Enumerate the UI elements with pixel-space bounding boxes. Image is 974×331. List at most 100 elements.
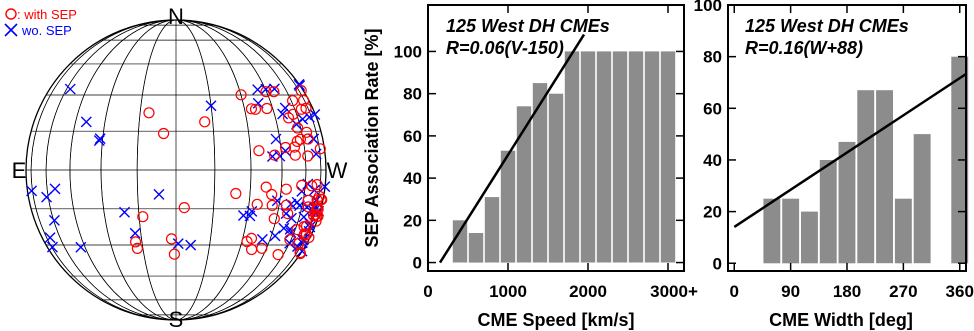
width-ytick-label: 0 bbox=[713, 254, 722, 273]
legend-cross-icon bbox=[4, 23, 18, 37]
width-bar bbox=[801, 211, 818, 264]
width-subtitle: R=0.16(W+88) bbox=[745, 38, 863, 58]
speed-ytick-label: 40 bbox=[403, 169, 422, 188]
without-sep-point bbox=[172, 238, 184, 250]
width-xtick-label: 90 bbox=[781, 282, 800, 301]
with-sep-point bbox=[280, 199, 292, 211]
without-sep-point bbox=[48, 214, 60, 226]
north-label: N bbox=[168, 4, 184, 29]
with-sep-point bbox=[256, 242, 268, 254]
globe-grid bbox=[25, 19, 327, 321]
without-sep-point bbox=[185, 239, 197, 251]
speed-bar bbox=[612, 51, 628, 263]
speed-plot-frame bbox=[427, 4, 685, 272]
speed-bar bbox=[580, 51, 596, 263]
without-sep-point bbox=[309, 108, 321, 120]
with-sep-point bbox=[230, 187, 242, 200]
without-sep-point bbox=[297, 113, 309, 125]
speed-bar bbox=[564, 51, 580, 263]
with-sep-point bbox=[272, 249, 284, 261]
with-sep-point bbox=[266, 188, 278, 201]
with-sep-point bbox=[294, 133, 306, 145]
with-sep-point bbox=[287, 95, 299, 107]
speed-xlabel: CME Speed [km/s] bbox=[477, 310, 634, 330]
without-sep-point bbox=[277, 108, 289, 120]
width-bar bbox=[819, 160, 837, 264]
without-sep-point bbox=[280, 208, 292, 220]
speed-bar bbox=[660, 51, 676, 263]
without-sep-point bbox=[271, 195, 283, 207]
without-sep-point bbox=[269, 230, 281, 242]
width-ytick-label: 80 bbox=[703, 48, 722, 67]
width-xlabel: CME Width [deg] bbox=[769, 310, 913, 330]
with-sep-point bbox=[131, 242, 143, 254]
west-label: W bbox=[327, 158, 348, 183]
with-sep-point bbox=[268, 86, 280, 98]
with-sep-point bbox=[178, 202, 190, 214]
speed-bar bbox=[484, 197, 500, 263]
without-sep-point bbox=[246, 205, 258, 217]
with-sep-point bbox=[165, 233, 178, 245]
longitude-line bbox=[30, 19, 322, 321]
with-sep-point bbox=[310, 215, 322, 227]
with-sep-point bbox=[301, 126, 313, 138]
without-sep-point bbox=[80, 116, 92, 128]
with-sep-point bbox=[288, 141, 301, 153]
without-sep-point bbox=[296, 185, 308, 197]
width-chart: 0 20 40 60 80 100 0 90 180 270 360 CME Width [deg] 1… bbox=[694, 0, 974, 330]
with-sep-point bbox=[280, 183, 292, 195]
with-sep-point bbox=[241, 235, 253, 248]
with-sep-point bbox=[260, 181, 272, 193]
globe-panel: N S E W : with SEP wo. SEP bbox=[4, 4, 348, 331]
without-sep-point bbox=[270, 133, 282, 145]
width-bar bbox=[763, 198, 781, 264]
legend-label-wo-sep: wo. SEP bbox=[21, 23, 72, 38]
width-bar bbox=[838, 141, 856, 264]
without-sep-point bbox=[256, 233, 268, 245]
speed-bar bbox=[532, 83, 548, 263]
width-bar bbox=[782, 198, 800, 264]
speed-ytick-label: 80 bbox=[403, 85, 422, 104]
with-sep-point bbox=[311, 179, 323, 191]
speed-ytick-label: 100 bbox=[394, 42, 422, 61]
width-xtick-label: 270 bbox=[889, 282, 917, 301]
without-sep-point bbox=[285, 227, 297, 239]
with-sep-point bbox=[312, 210, 324, 222]
with-sep-point bbox=[302, 194, 314, 206]
without-sep-point bbox=[284, 237, 296, 249]
with-sep-point bbox=[282, 208, 294, 220]
with-sep-point bbox=[137, 211, 149, 223]
without-sep-point bbox=[46, 241, 58, 253]
with-sep-point bbox=[283, 112, 295, 124]
width-bar bbox=[857, 90, 875, 264]
with-sep-point bbox=[266, 199, 278, 211]
south-label: S bbox=[169, 307, 184, 331]
speed-ytick-label: 20 bbox=[403, 211, 422, 230]
width-plot-frame bbox=[727, 4, 967, 272]
with-sep-point bbox=[302, 150, 314, 162]
speed-fit-line bbox=[438, 33, 586, 264]
width-xtick-label: 360 bbox=[946, 282, 974, 301]
with-sep-point bbox=[291, 135, 303, 147]
speed-bar bbox=[500, 150, 516, 263]
with-sep-point bbox=[311, 194, 323, 206]
speed-subtitle: R=0.06(V-150) bbox=[446, 38, 564, 58]
width-bar bbox=[913, 134, 931, 264]
without-sep-point bbox=[44, 232, 56, 244]
speed-bar bbox=[452, 220, 468, 263]
with-sep-point bbox=[249, 103, 262, 115]
width-ytick-label: 60 bbox=[703, 99, 722, 118]
legend-circle-icon bbox=[5, 8, 17, 20]
width-xtick-label: 0 bbox=[730, 282, 739, 301]
with-sep-point bbox=[292, 122, 304, 134]
with-sep-point bbox=[251, 198, 263, 210]
speed-xtick-label: 3000+ bbox=[650, 282, 698, 301]
with-sep-point bbox=[289, 149, 301, 161]
with-sep-point bbox=[314, 143, 326, 155]
without-sep-point bbox=[205, 100, 217, 112]
with-sep-point bbox=[284, 234, 296, 246]
without-sep-point bbox=[41, 191, 53, 203]
width-bar bbox=[876, 90, 893, 264]
